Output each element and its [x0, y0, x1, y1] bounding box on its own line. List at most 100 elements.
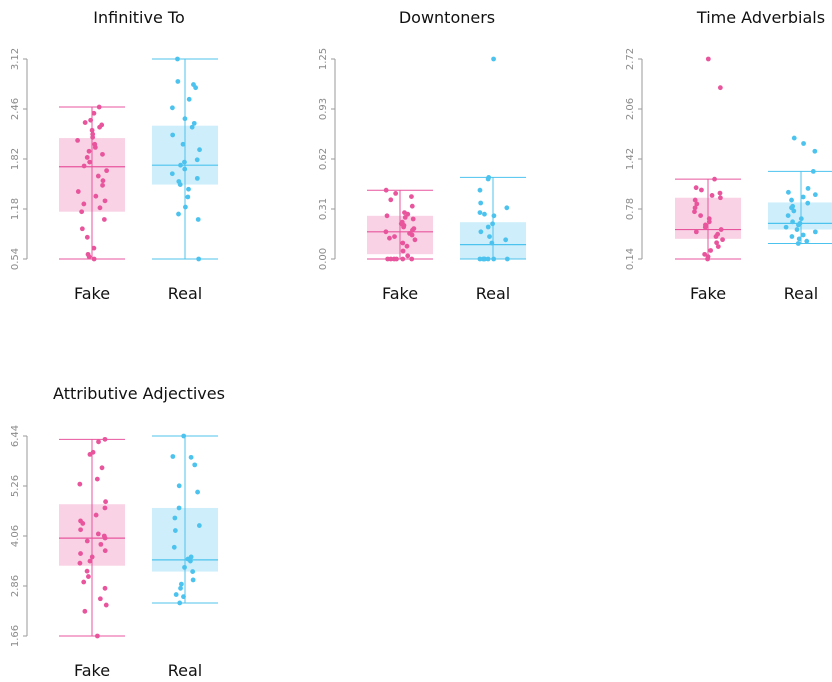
data-point — [796, 222, 801, 228]
data-point — [713, 234, 719, 239]
y-tick-label: 2.46 — [10, 98, 21, 120]
data-point — [485, 224, 491, 230]
data-point — [193, 85, 199, 91]
data-point — [805, 200, 811, 206]
data-point — [709, 193, 715, 198]
data-point — [693, 229, 699, 235]
data-point — [409, 203, 415, 209]
data-point — [718, 227, 724, 232]
data-point — [705, 256, 710, 262]
y-tick-label: 1.66 — [10, 625, 21, 647]
data-point — [400, 240, 406, 246]
data-point — [176, 483, 182, 489]
data-point — [481, 256, 487, 262]
data-point — [171, 544, 177, 550]
data-point — [75, 189, 81, 194]
data-point — [97, 596, 103, 602]
data-point — [97, 124, 102, 130]
data-point — [409, 256, 415, 262]
y-tick-label: 0.54 — [10, 248, 21, 270]
data-point — [81, 163, 87, 169]
x-category-label: Real — [476, 284, 511, 303]
x-category-label: Real — [784, 284, 819, 303]
data-point — [181, 433, 187, 439]
data-point — [791, 208, 797, 214]
y-tick-label: 1.25 — [318, 48, 329, 70]
data-point — [186, 186, 191, 192]
data-point — [98, 541, 104, 547]
data-point — [482, 211, 487, 217]
y-tick-label: 0.62 — [318, 148, 329, 170]
panel-2: Time Adverbials 0.14 0.78 1.42 2.06 2.72 Fake R… — [625, 8, 832, 303]
chart-title: Attributive Adjectives — [53, 384, 225, 403]
data-point — [805, 186, 811, 191]
series-real — [152, 56, 218, 262]
data-point — [176, 505, 182, 511]
y-tick-label: 1.42 — [625, 148, 636, 170]
data-point — [812, 192, 818, 198]
data-point — [103, 602, 109, 608]
data-point — [86, 574, 91, 579]
data-point — [197, 147, 202, 153]
data-point — [81, 201, 87, 207]
data-point — [181, 594, 186, 600]
data-point — [392, 234, 397, 240]
data-point — [491, 213, 497, 219]
data-point — [405, 211, 411, 217]
data-point — [383, 187, 389, 193]
data-point — [798, 216, 804, 222]
data-point — [172, 528, 178, 533]
data-point — [96, 439, 101, 445]
data-point — [79, 209, 85, 215]
data-point — [504, 256, 510, 262]
data-point — [718, 195, 723, 201]
data-point — [409, 232, 415, 238]
data-point — [84, 234, 90, 240]
data-point — [789, 197, 794, 203]
data-point — [194, 157, 200, 163]
data-point — [490, 221, 495, 227]
series-real — [152, 433, 218, 606]
data-point — [385, 256, 391, 262]
data-point — [412, 237, 418, 243]
data-point — [387, 235, 392, 241]
y-tick-label: 2.72 — [625, 48, 636, 70]
data-point — [176, 211, 181, 217]
data-point — [485, 176, 491, 182]
data-point — [178, 585, 183, 591]
y-tick-label: 2.86 — [10, 575, 21, 597]
chart-title: Infinitive To — [93, 8, 184, 27]
data-point — [693, 185, 699, 191]
data-point — [188, 558, 193, 564]
data-point — [103, 499, 108, 505]
data-point — [692, 205, 698, 211]
data-point — [694, 201, 700, 207]
data-point — [182, 116, 188, 122]
data-point — [79, 226, 85, 232]
data-point — [409, 194, 414, 200]
data-point — [104, 168, 110, 174]
data-point — [86, 254, 92, 260]
data-point — [196, 256, 202, 262]
data-point — [706, 219, 712, 225]
series-fake — [675, 56, 741, 262]
data-point — [190, 569, 196, 574]
series-fake — [59, 104, 125, 262]
data-point — [100, 182, 105, 188]
data-point — [89, 127, 95, 133]
y-tick-label: 6.44 — [10, 425, 21, 447]
data-point — [503, 237, 509, 243]
x-category-label: Real — [168, 661, 203, 680]
data-point — [99, 465, 105, 471]
data-point — [91, 110, 97, 116]
data-point — [172, 515, 178, 521]
data-point — [714, 240, 720, 246]
data-point — [82, 608, 88, 614]
data-point — [717, 85, 723, 91]
data-point — [177, 182, 183, 187]
data-point — [80, 521, 86, 526]
data-point — [77, 481, 83, 487]
data-point — [715, 244, 721, 249]
y-tick-label: 0.14 — [625, 248, 636, 270]
series-real — [768, 135, 832, 246]
